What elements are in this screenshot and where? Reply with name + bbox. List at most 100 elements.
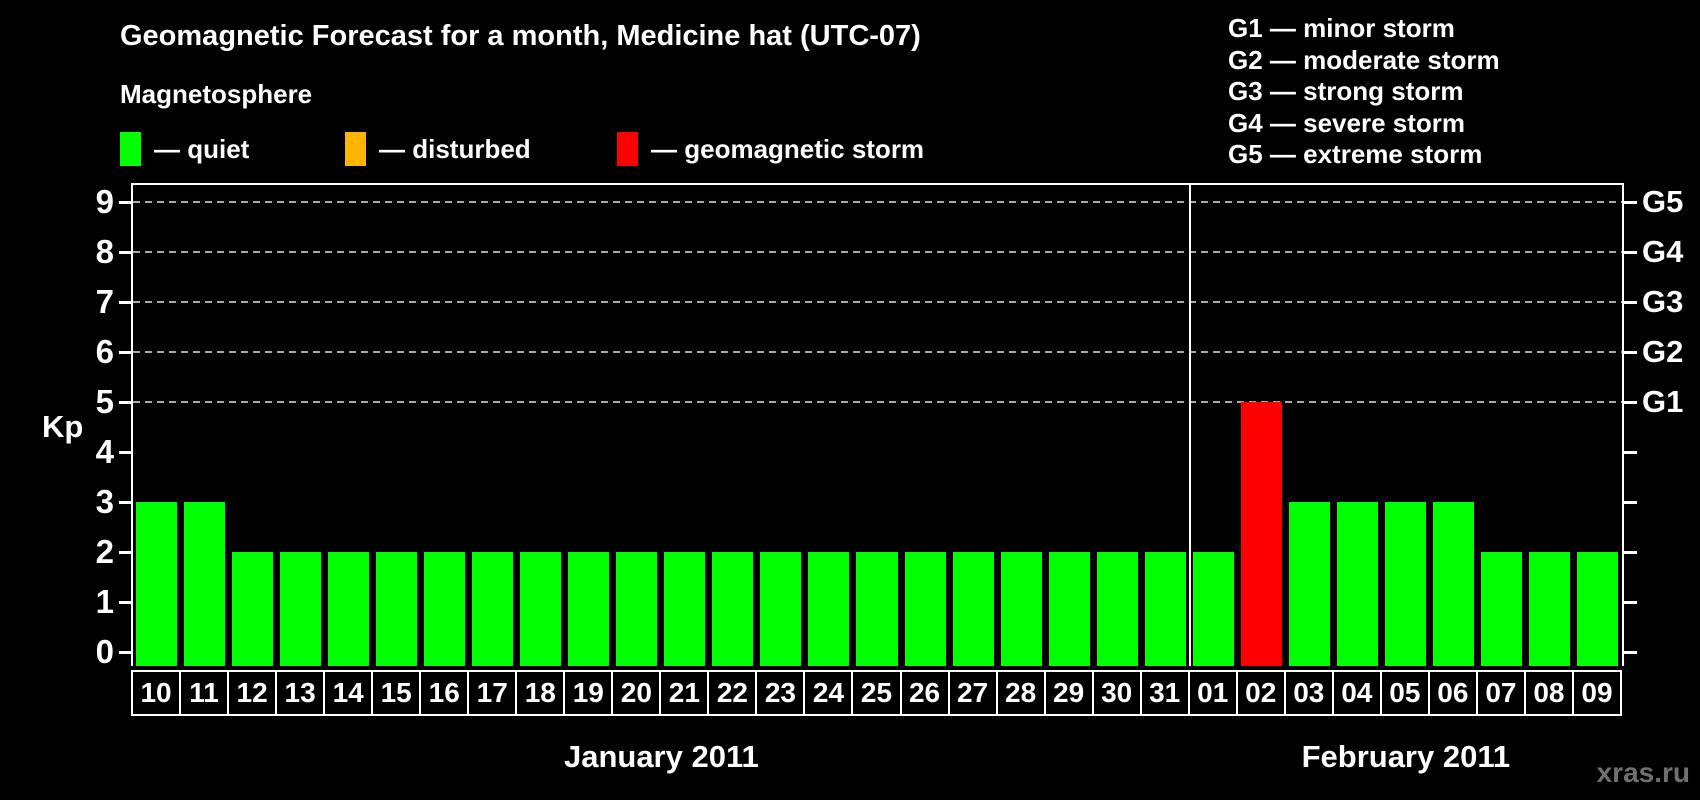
y-tick-label-0: 0 [95,633,114,670]
y-tick-label-7: 7 [95,283,114,320]
y-tick-label-2: 2 [95,533,114,570]
day-cell-29: 29 [1043,670,1094,716]
y-tick-right-6 [1624,351,1637,354]
day-cell-19: 19 [563,670,614,716]
day-cell-26: 26 [899,670,950,716]
bar-day-26 [904,552,946,666]
gridline-kp-6 [133,351,1622,353]
bar-day-15 [376,552,418,666]
y-tick-label-3: 3 [95,483,114,520]
gridline-kp-9 [133,201,1622,203]
bar-day-20 [616,552,658,666]
bar-day-16 [424,552,466,666]
storm-scale-legend: G1 — minor storm G2 — moderate storm G3 — … [1228,13,1500,171]
bar-day-07 [1480,552,1522,666]
y-axis-label: Kp [42,409,84,444]
day-cell-10: 10 [131,670,182,716]
day-cell-23: 23 [755,670,806,716]
g-axis-label-g1: G1 [1642,384,1684,419]
y-tick-left-8 [119,251,131,254]
day-cell-22: 22 [707,670,758,716]
bar-day-13 [280,552,322,666]
day-cell-15: 15 [371,670,422,716]
gridline-kp-8 [133,251,1622,253]
y-tick-left-1 [119,601,131,604]
day-cell-11: 11 [179,670,230,716]
day-cell-25: 25 [851,670,902,716]
bar-day-17 [472,552,514,666]
bar-day-04 [1336,502,1378,666]
y-tick-label-1: 1 [95,583,114,620]
bar-day-27 [952,552,994,666]
day-cell-24: 24 [803,670,854,716]
y-tick-right-4 [1624,451,1637,454]
day-cell-06: 06 [1427,670,1478,716]
month-label-january-2011: January 2011 [563,739,759,774]
chart-title: Geomagnetic Forecast for a month, Medici… [120,20,921,52]
bar-day-31 [1144,552,1186,666]
y-tick-left-4 [119,451,131,454]
day-cell-08: 08 [1523,670,1574,716]
day-cell-20: 20 [611,670,662,716]
bar-day-19 [568,552,610,666]
bar-day-06 [1432,502,1474,666]
bar-day-18 [520,552,562,666]
bar-day-05 [1384,502,1426,666]
day-cell-31: 31 [1139,670,1190,716]
bar-day-22 [712,552,754,666]
y-tick-right-8 [1624,251,1637,254]
legend-item-storm: — geomagnetic storm [617,131,924,167]
bar-day-09 [1576,552,1618,666]
y-tick-label-4: 4 [95,433,114,470]
storm-scale-legend-item-g4: G4 — severe storm [1228,107,1466,138]
watermark: xras.ru [1596,757,1690,788]
g-axis-label-g4: G4 [1642,234,1684,269]
day-cell-07: 07 [1475,670,1526,716]
day-cell-18: 18 [515,670,566,716]
storm-scale-legend-item-g2: G2 — moderate storm [1228,44,1500,75]
y-tick-label-9: 9 [95,183,114,220]
y-tick-right-2 [1624,551,1637,554]
y-tick-label-8: 8 [95,233,114,270]
y-tick-left-5 [119,401,131,404]
g-axis-label-g3: G3 [1642,284,1684,319]
storm-scale-legend-item-g3: G3 — strong storm [1228,76,1464,106]
y-tick-label-6: 6 [95,333,114,370]
y-tick-right-3 [1624,501,1637,504]
bar-day-30 [1096,552,1138,666]
legend-swatch-quiet-icon [120,132,141,166]
legend-item-disturbed: — disturbed [345,131,531,167]
plot-area [131,183,1624,666]
y-tick-left-7 [119,301,131,304]
legend-label-storm: — geomagnetic storm [651,133,925,164]
y-tick-right-5 [1624,401,1637,404]
day-cell-28: 28 [995,670,1046,716]
g-axis-label-g2: G2 [1642,334,1684,369]
day-cell-14: 14 [323,670,374,716]
day-cell-21: 21 [659,670,710,716]
gridline-kp-5 [133,401,1622,403]
bar-day-24 [808,552,850,666]
bar-day-25 [856,552,898,666]
storm-scale-legend-item-g1: G1 — minor storm [1228,13,1455,43]
day-cell-17: 17 [467,670,518,716]
day-cell-03: 03 [1283,670,1334,716]
y-tick-left-6 [119,351,131,354]
storm-scale-legend-item-g5: G5 — extreme storm [1228,139,1483,169]
day-cell-09: 09 [1571,670,1622,716]
month-label-february-2011: February 2011 [1301,739,1511,774]
day-cell-02: 02 [1235,670,1286,716]
day-cell-01: 01 [1187,670,1238,716]
bar-day-21 [664,552,706,666]
y-tick-left-2 [119,551,131,554]
y-tick-label-5: 5 [95,383,114,420]
y-tick-right-7 [1624,301,1637,304]
bar-day-29 [1048,552,1090,666]
legend-swatch-disturbed-icon [345,132,366,166]
legend-label-quiet: — quiet [154,133,250,164]
legend-item-quiet: — quiet [120,131,249,167]
y-tick-left-9 [119,201,131,204]
day-cell-16: 16 [419,670,470,716]
legend-label-disturbed: — disturbed [379,133,531,164]
bar-day-28 [1000,552,1042,666]
